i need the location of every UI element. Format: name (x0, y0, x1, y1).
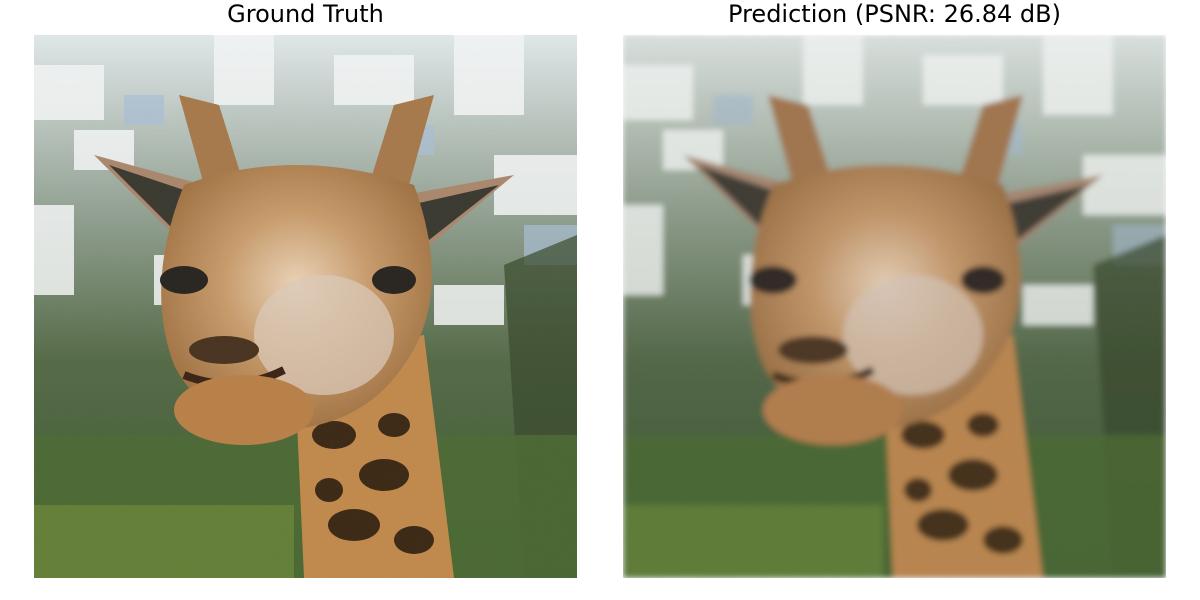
scene (623, 35, 1166, 578)
ground-truth-image (34, 35, 577, 578)
prediction-image (623, 35, 1166, 578)
scene (34, 35, 577, 578)
ground-truth-title: Ground Truth (227, 0, 384, 28)
prediction-title: Prediction (PSNR: 26.84 dB) (728, 0, 1061, 28)
